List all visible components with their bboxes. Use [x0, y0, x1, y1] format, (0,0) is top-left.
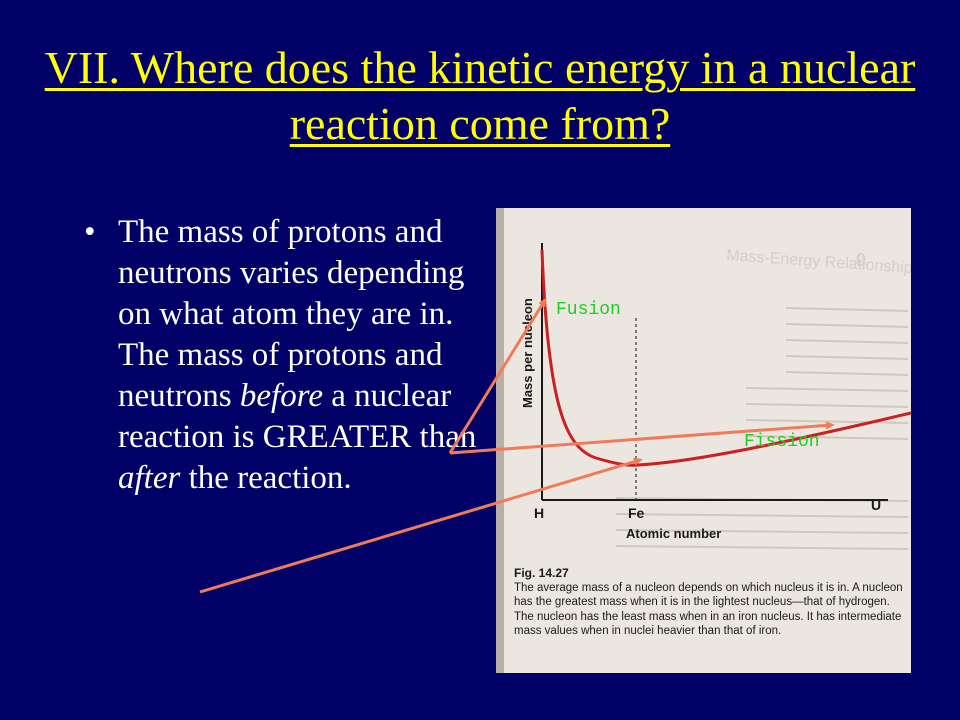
reaction-arrow — [199, 457, 643, 594]
bullet-marker: • — [84, 214, 96, 250]
textbook-figure-photo: 0 Mass-Energy Relationship Mass per — [496, 208, 911, 673]
figure-caption-text: The average mass of a nucleon depends on… — [514, 581, 903, 638]
figure-number: Fig. 14.27 — [514, 566, 569, 580]
bullet-text: The mass of protons and neutrons varies … — [118, 212, 498, 499]
fusion-arrow — [448, 297, 547, 454]
fusion-label: Fusion — [556, 300, 621, 320]
fission-label: Fission — [744, 432, 820, 452]
x-tick-h: H — [534, 505, 544, 521]
bullet-text-part: a nuclear reaction is GREATER than — [118, 378, 477, 455]
bullet-text-part: the reaction. — [180, 460, 352, 496]
page-binding — [496, 208, 504, 673]
x-tick-fe: Fe — [628, 505, 645, 521]
x-axis-label: Atomic number — [626, 526, 721, 541]
slide-title: VII. Where does the kinetic energy in a … — [44, 42, 916, 149]
y-axis-label: Mass per nucleon — [520, 298, 535, 408]
faded-section-number: 0 — [856, 250, 866, 270]
x-tick-u: U — [871, 497, 881, 513]
bullet-text-part: The mass of protons and neutrons varies … — [118, 214, 465, 414]
fission-arrow — [449, 421, 835, 455]
arrow-group — [199, 297, 835, 594]
figure-caption: Fig. 14.27 The average mass of a nucleon… — [514, 566, 904, 639]
bullet-emphasis-before: before — [239, 378, 323, 414]
bullet-emphasis-after: after — [118, 460, 181, 496]
